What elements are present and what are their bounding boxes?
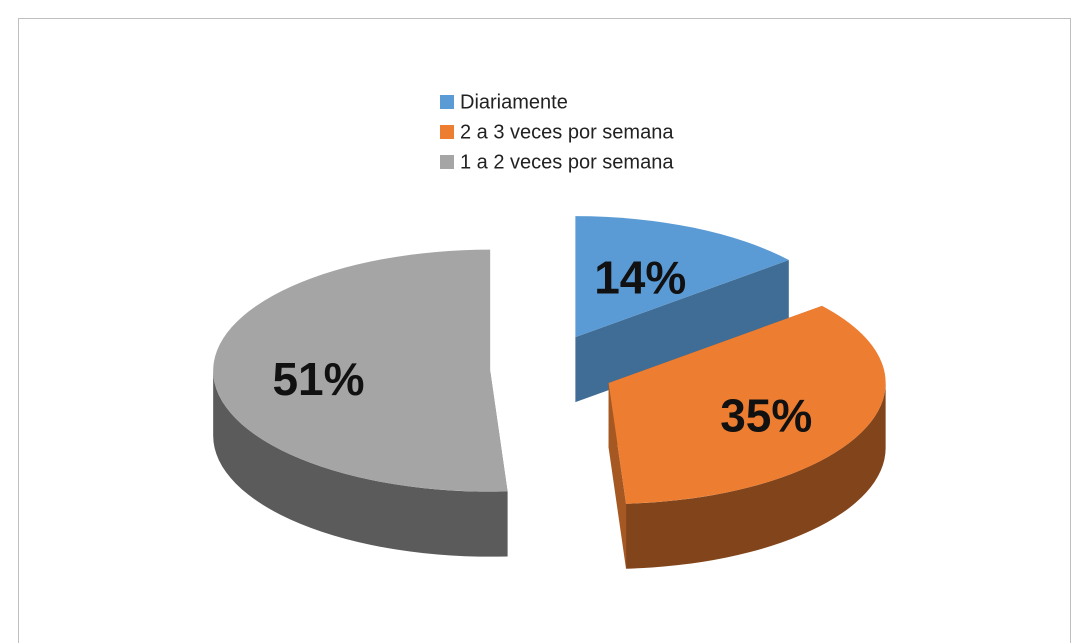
slice-wall [213,370,508,557]
slice [608,305,886,504]
legend-swatch [440,155,454,169]
slice-wall [626,382,886,569]
legend-swatch [440,95,454,109]
slice [213,249,508,492]
slice-cut-face [575,260,789,403]
data-label: 35% [720,390,812,442]
data-label: 51% [272,353,364,405]
slice [575,216,789,338]
legend-swatch [440,125,454,139]
slice-cut-face [608,382,627,569]
legend-label: 2 a 3 veces por semana [460,121,674,143]
chart-frame [18,18,1071,643]
legend-label: Diariamente [460,91,568,113]
data-label: 14% [594,252,686,304]
legend-label: 1 a 2 veces por semana [460,151,674,173]
